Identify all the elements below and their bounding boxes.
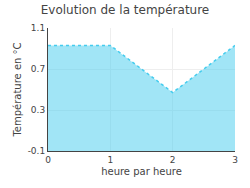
svg-text:2: 2 xyxy=(170,155,176,165)
svg-text:0: 0 xyxy=(45,155,51,165)
svg-text:0.7: 0.7 xyxy=(31,64,45,74)
svg-text:heure par heure: heure par heure xyxy=(101,166,182,177)
svg-text:-0.1: -0.1 xyxy=(28,146,46,156)
svg-text:0.3: 0.3 xyxy=(31,105,45,115)
svg-text:3: 3 xyxy=(232,155,238,165)
svg-text:Température en °C: Température en °C xyxy=(12,42,23,137)
svg-text:1: 1 xyxy=(107,155,113,165)
svg-text:Evolution de la température: Evolution de la température xyxy=(41,3,210,17)
svg-text:1.1: 1.1 xyxy=(31,23,45,33)
